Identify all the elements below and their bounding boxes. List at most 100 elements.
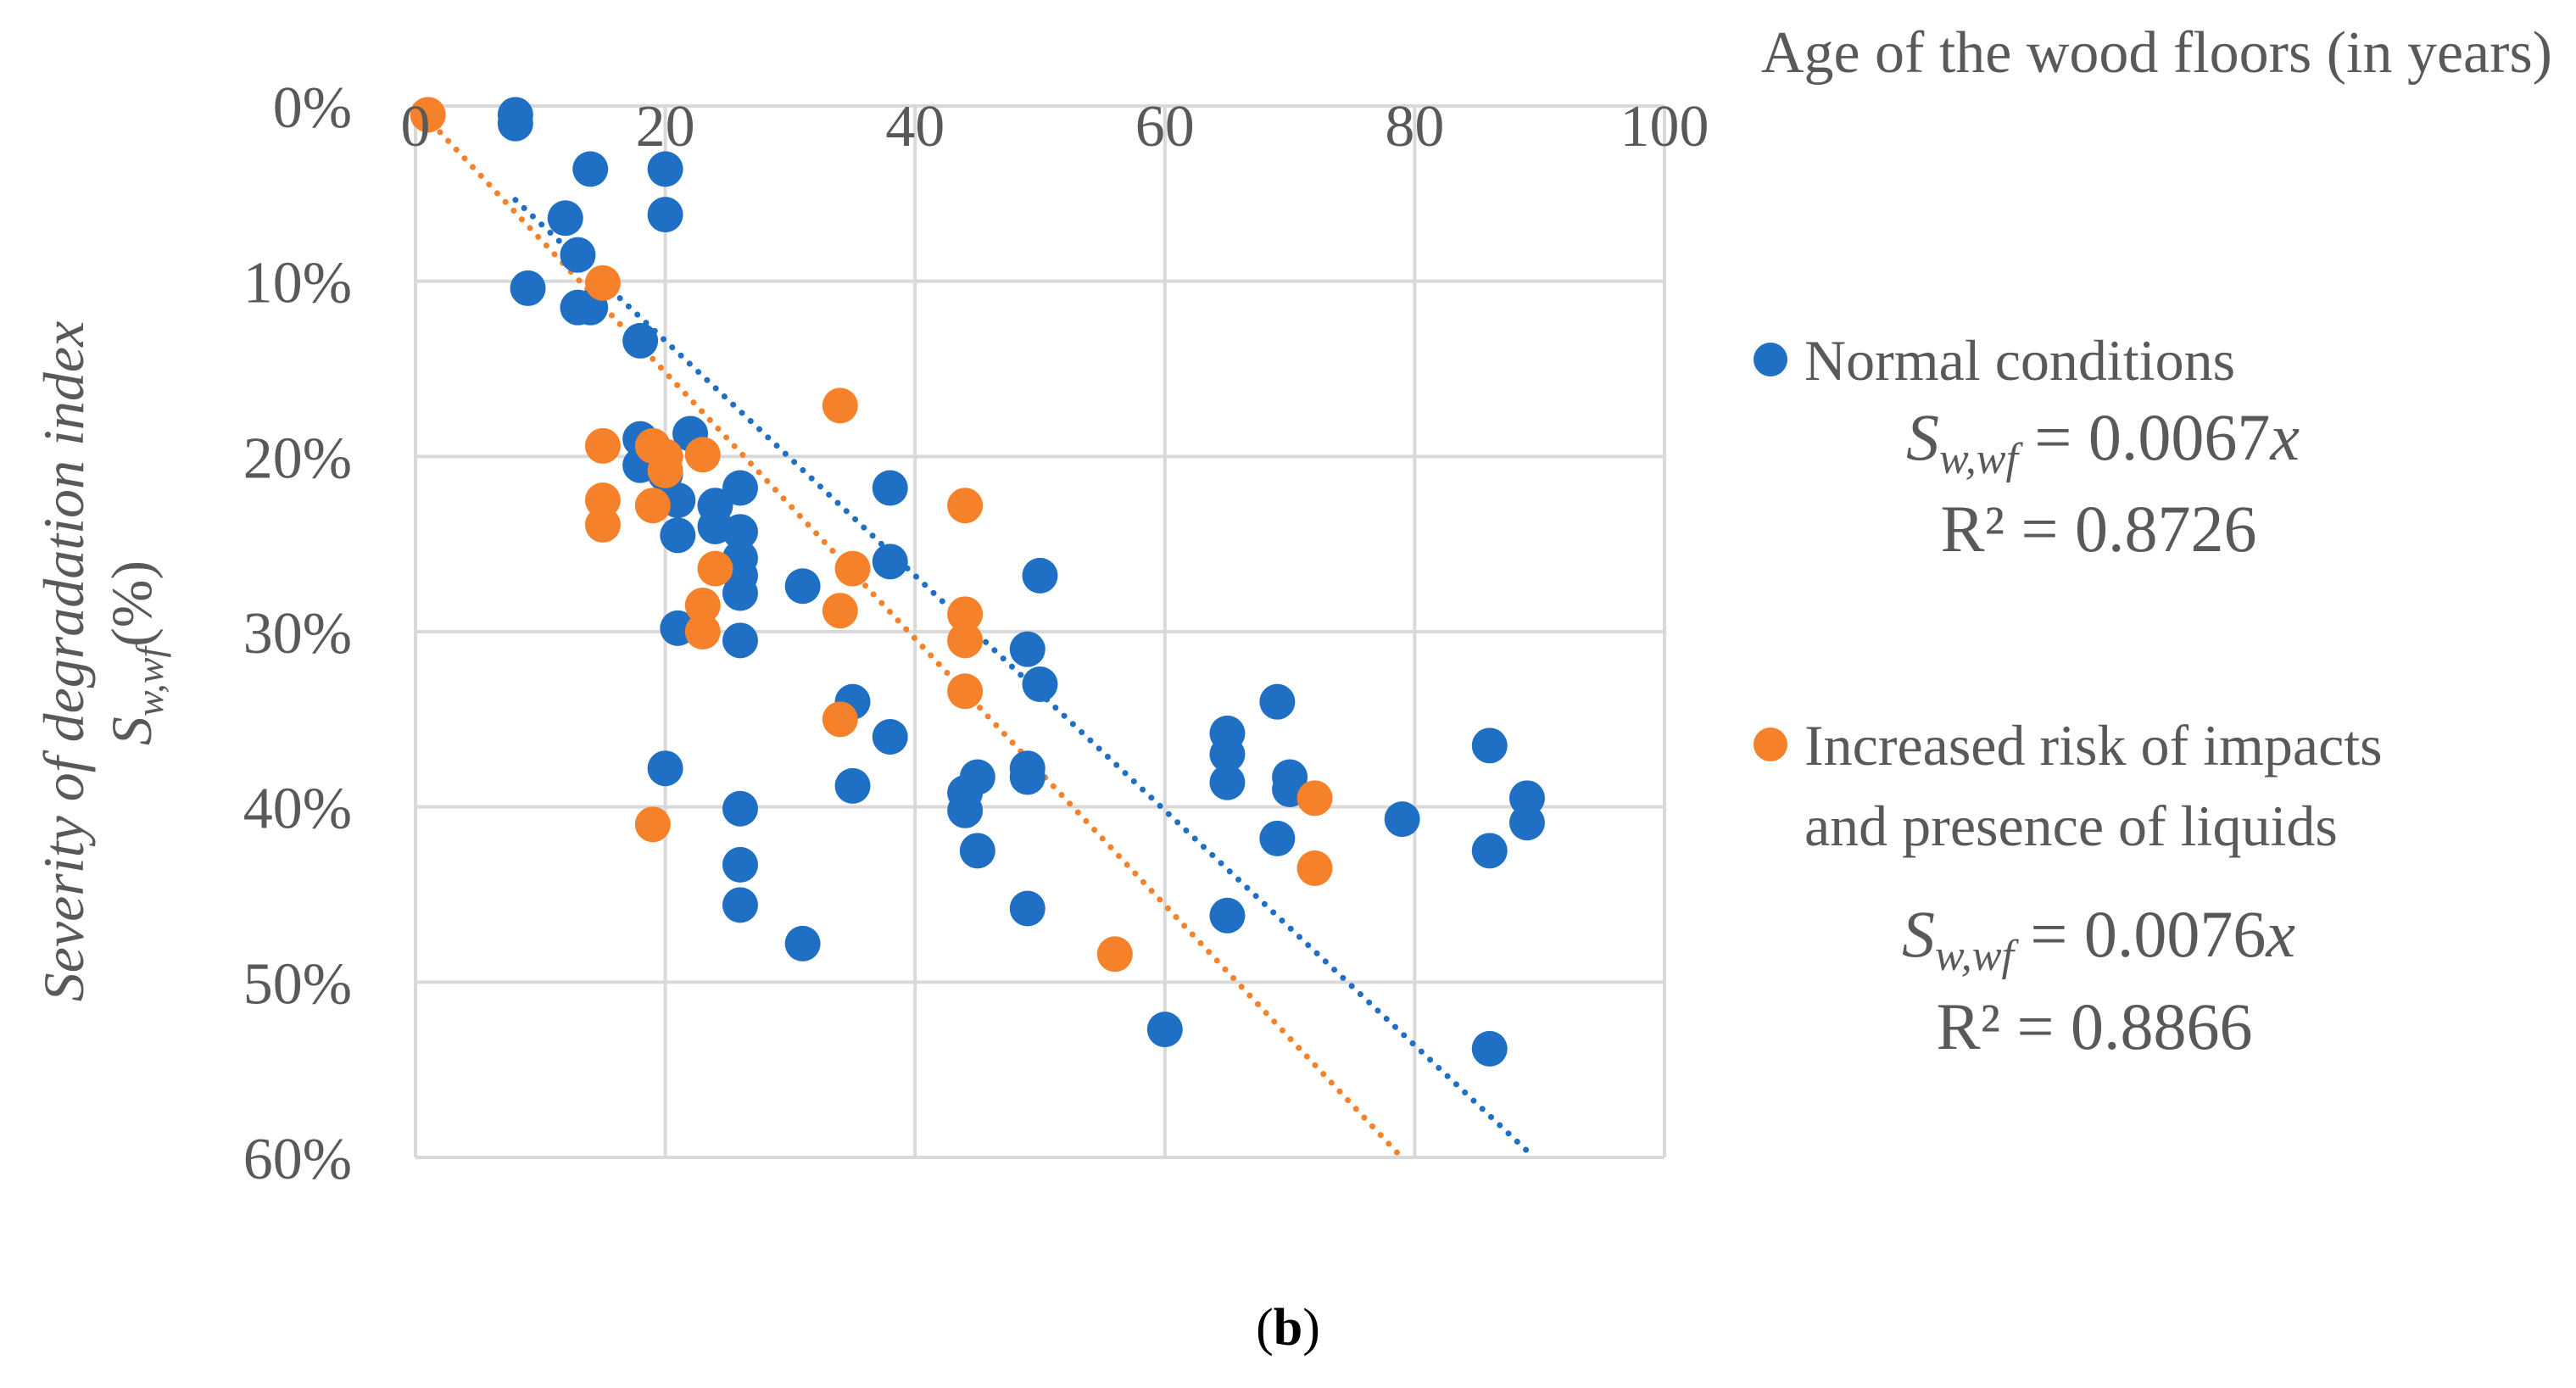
- data-point: [834, 767, 871, 804]
- data-point: [834, 550, 871, 587]
- data-point: [959, 833, 995, 869]
- legend-marker-increased-risk: [1754, 727, 1787, 761]
- trendline-increased-risk: [412, 103, 1405, 1161]
- data-point: [634, 488, 671, 524]
- data-point: [584, 265, 621, 301]
- data-point: [1022, 666, 1058, 702]
- y-axis-symbol-unit: (%): [99, 560, 164, 647]
- data-point: [1471, 727, 1508, 764]
- y-axis-symbol-sub: w,wf: [128, 642, 171, 716]
- data-point: [947, 596, 984, 633]
- data-point: [1471, 1030, 1508, 1067]
- x-tick-label: 100: [1620, 94, 1709, 159]
- data-point: [697, 550, 733, 587]
- legend-normal-conditions: Normal conditions Sw,wf = 0.0067x R² = 0…: [1754, 328, 2300, 566]
- data-point: [872, 543, 908, 580]
- eq-normal-lhs-sub: w,wf: [1939, 435, 2024, 483]
- data-point: [1096, 936, 1133, 973]
- legend-increased-risk: Increased risk of impacts and presence o…: [1754, 713, 2383, 1063]
- data-point: [722, 887, 758, 923]
- y-tick-label: 20%: [243, 426, 352, 491]
- data-point: [784, 925, 821, 962]
- x-tick-label: 80: [1385, 94, 1444, 159]
- legend-label-increased-risk-line2: and presence of liquids: [1804, 794, 2338, 858]
- y-tick-label: 0%: [273, 75, 352, 141]
- data-point: [947, 673, 984, 710]
- data-point: [784, 568, 821, 605]
- data-point: [1009, 759, 1045, 795]
- gridlines: [414, 104, 1666, 1159]
- data-point: [647, 750, 683, 787]
- data-point: [722, 470, 758, 506]
- series-increased-risk: [410, 97, 1333, 973]
- r2-normal: R² = 0.8726: [1941, 492, 2257, 566]
- y-axis-symbol-base: S: [99, 716, 164, 745]
- data-point: [872, 470, 908, 506]
- data-point: [1146, 1012, 1183, 1048]
- eq-risk-lhs-sub: w,wf: [1935, 932, 2020, 980]
- data-point: [622, 322, 659, 359]
- data-point: [947, 792, 984, 828]
- data-point: [947, 622, 984, 659]
- data-point: [1259, 683, 1296, 720]
- data-point: [1009, 890, 1045, 927]
- y-tick-label: 30%: [243, 601, 352, 666]
- data-point: [1009, 631, 1045, 667]
- data-point: [722, 846, 758, 883]
- data-point: [722, 575, 758, 611]
- data-point: [1471, 833, 1508, 869]
- data-point: [497, 105, 533, 142]
- data-point: [660, 517, 696, 554]
- x-tick-label: 20: [636, 94, 695, 159]
- data-point: [684, 437, 721, 473]
- legend-label-increased-risk-line1: Increased risk of impacts: [1804, 713, 2383, 778]
- r2-increased-risk: R² = 0.8866: [1937, 989, 2253, 1063]
- y-axis-title: Severity of degradation index: [31, 321, 96, 1002]
- data-point: [1209, 897, 1246, 934]
- legend-label-normal: Normal conditions: [1804, 328, 2235, 393]
- eq-normal-rhs: = 0.0067: [2018, 400, 2271, 474]
- data-point: [1296, 850, 1333, 886]
- data-point: [872, 719, 908, 755]
- data-point: [1508, 805, 1545, 841]
- data-point: [1384, 801, 1420, 838]
- data-point: [647, 151, 683, 187]
- eq-risk-lhs-base: S: [1902, 897, 1935, 971]
- data-point: [510, 270, 546, 306]
- data-point: [547, 200, 583, 237]
- x-tick-label: 60: [1135, 94, 1195, 159]
- data-point: [822, 701, 858, 738]
- data-point: [1296, 780, 1333, 817]
- series-normal: [497, 97, 1545, 1067]
- data-point: [722, 622, 758, 659]
- y-tick-label: 10%: [243, 251, 352, 316]
- eq-risk-var: x: [2265, 897, 2295, 971]
- y-tick-label: 40%: [243, 777, 352, 842]
- data-point: [647, 197, 683, 233]
- tick-labels: 0 20 40 60 80 100 0% 10% 20% 30% 40% 50% 60%: [243, 75, 1709, 1192]
- data-point: [410, 97, 446, 133]
- x-axis-title: Age of the wood floors (in years): [1761, 20, 2552, 86]
- eq-normal-var: x: [2269, 400, 2300, 474]
- data-point: [1022, 557, 1058, 594]
- caption-open: (: [1256, 1299, 1274, 1357]
- data-point: [634, 806, 671, 843]
- y-axis-symbol: Sw,wf(%): [99, 560, 171, 745]
- data-point: [560, 237, 596, 273]
- data-point: [822, 593, 858, 629]
- data-point: [722, 514, 758, 550]
- x-tick-label: 0: [401, 94, 431, 159]
- data-point: [947, 488, 984, 524]
- data-point: [1508, 780, 1545, 817]
- caption-bold: b: [1274, 1299, 1302, 1357]
- eq-normal-lhs-base: S: [1906, 400, 1939, 474]
- data-point: [959, 759, 995, 795]
- data-point: [722, 790, 758, 827]
- y-tick-label: 50%: [243, 951, 352, 1017]
- figure-caption: (b): [1256, 1299, 1320, 1357]
- caption-close: ): [1302, 1299, 1320, 1357]
- data-point: [572, 151, 609, 187]
- equation-normal: Sw,wf = 0.0067x: [1906, 400, 2300, 483]
- data-point: [822, 387, 858, 424]
